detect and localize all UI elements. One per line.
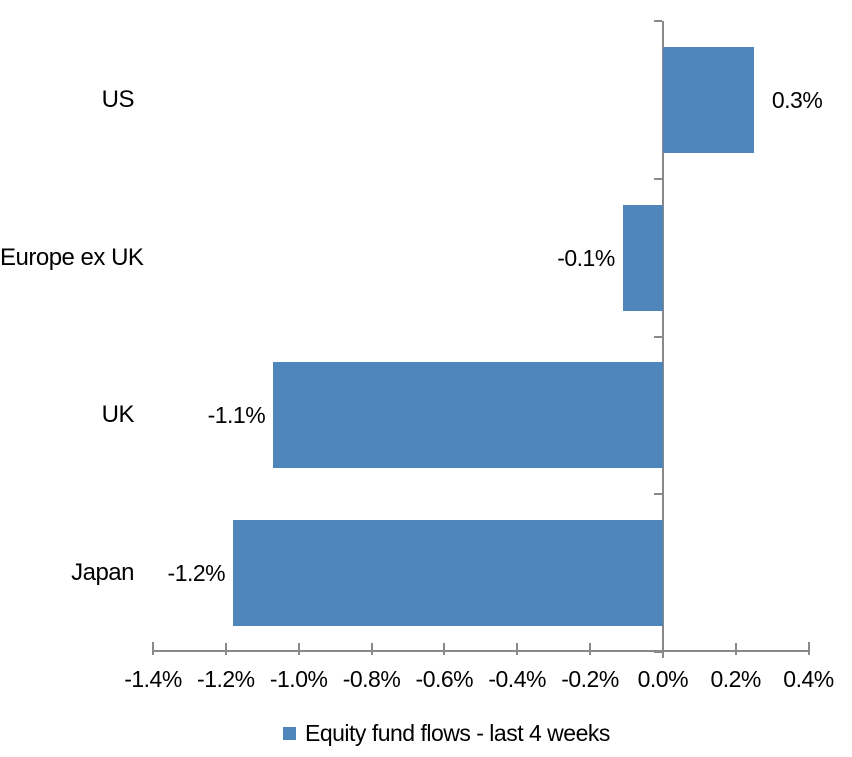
legend: Equity fund flows - last 4 weeks: [283, 719, 610, 747]
category-label: US: [101, 85, 135, 113]
x-axis-tick: [516, 643, 519, 655]
category-label: UK: [101, 401, 135, 429]
legend-label: Equity fund flows - last 4 weeks: [305, 720, 610, 746]
x-axis-tick: [224, 643, 227, 655]
category-label: Japan: [71, 559, 134, 587]
data-label: -1.2%: [167, 560, 226, 587]
category-axis-tick: [653, 651, 662, 653]
x-axis-tick: [443, 643, 446, 655]
x-axis-tick: [734, 643, 737, 655]
value-axis-line: [661, 21, 664, 658]
x-axis-tick-label: -0.2%: [561, 666, 619, 692]
x-axis-tick-label: -1.2%: [197, 666, 255, 692]
bar-japan: [233, 520, 663, 627]
bar-us: [662, 46, 754, 153]
x-axis-tick: [370, 643, 373, 655]
bar-uk: [273, 362, 663, 469]
x-axis-tick-label: -0.8%: [342, 666, 401, 692]
data-label: 0.3%: [771, 86, 823, 113]
x-axis-tick: [297, 643, 300, 655]
x-axis-tick: [589, 643, 591, 655]
x-axis-tick-label: -0.4%: [488, 666, 546, 692]
data-label: -1.1%: [207, 402, 266, 429]
legend-marker-swatch: [283, 726, 296, 740]
x-axis-tick-label: 0.2%: [710, 666, 761, 692]
data-label: -0.1%: [557, 244, 615, 271]
x-axis-tick: [661, 643, 664, 655]
x-axis-tick-label: -0.6%: [415, 666, 474, 692]
x-axis-tick-label: -1.0%: [269, 666, 328, 692]
category-axis-tick: [653, 493, 662, 496]
category-label: Europe ex UK: [0, 243, 144, 271]
category-axis-tick: [653, 335, 662, 338]
category-axis-tick: [653, 177, 662, 180]
x-axis-tick: [152, 642, 154, 655]
x-axis-tick: [807, 642, 810, 655]
x-axis-line: [153, 650, 809, 652]
x-axis-tick-label: 0.4%: [783, 666, 834, 692]
category-axis-tick: [653, 20, 662, 22]
x-axis-tick-label: 0.0%: [637, 666, 689, 692]
bar-europe-ex-uk: [622, 204, 663, 311]
x-axis-tick-label: -1.4%: [124, 666, 182, 692]
